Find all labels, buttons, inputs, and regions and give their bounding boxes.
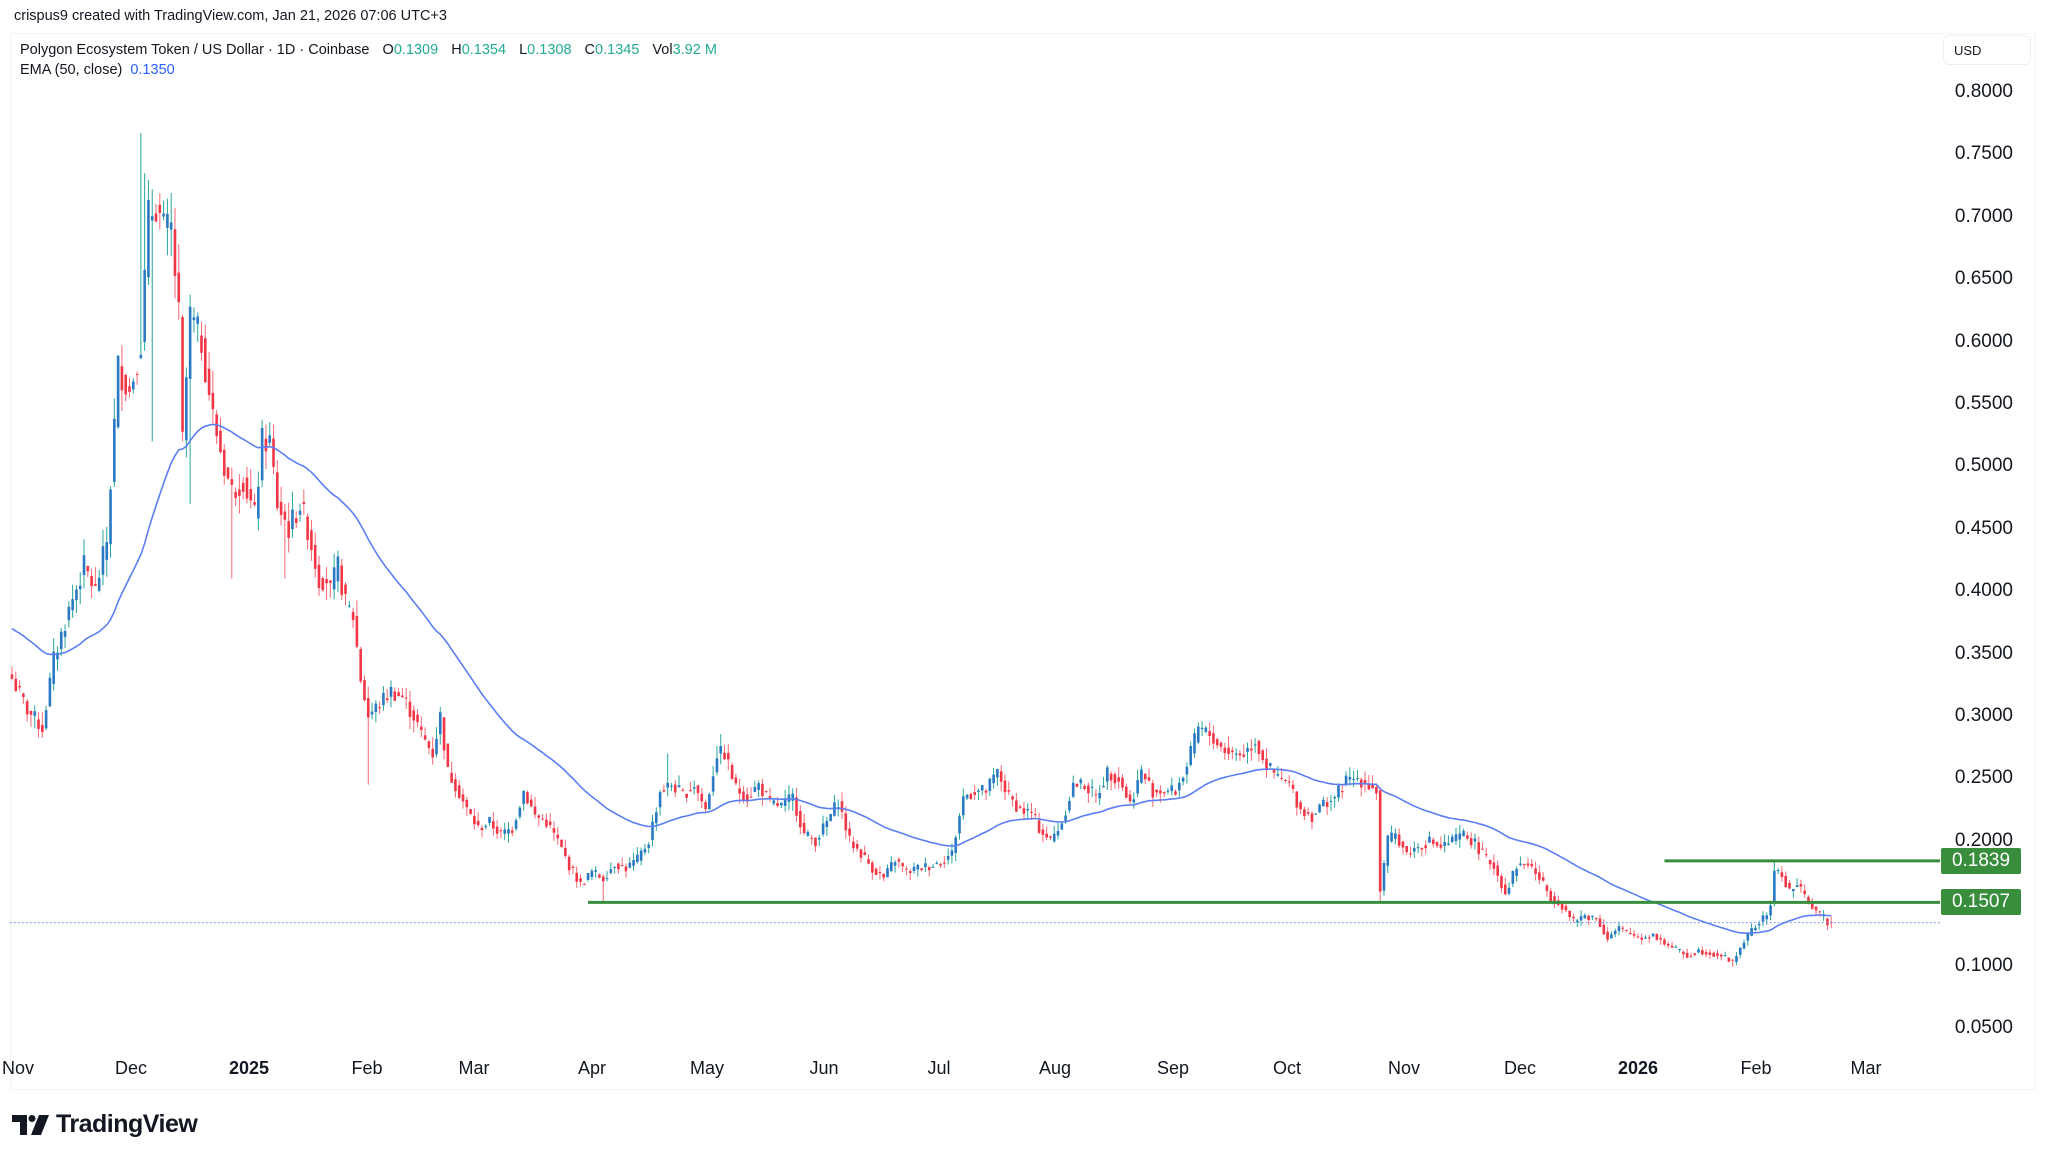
time-axis-label: Jul	[927, 1058, 951, 1078]
candles	[10, 133, 1833, 967]
time-axis-label: Mar	[458, 1058, 490, 1078]
tradingview-logo-icon	[12, 1114, 49, 1135]
price-axis-label: 0.0500	[1954, 1017, 2013, 1038]
time-axis-label: May	[689, 1058, 725, 1078]
volume-value: 3.92 M	[672, 42, 717, 58]
time-axis-label: Nov	[1, 1058, 35, 1078]
time-axis-label: Dec	[1503, 1058, 1537, 1078]
attribution-text: crispus9 created with TradingView.com, J…	[14, 8, 447, 24]
close-label: C	[584, 42, 596, 58]
ema-value: 0.1350	[130, 62, 175, 78]
symbol-title[interactable]: Polygon Ecosystem Token / US Dollar · 1D…	[20, 42, 370, 58]
time-axis-label: Nov	[1387, 1058, 1421, 1078]
tradingview-logo[interactable]: TradingView	[12, 1110, 198, 1139]
time-axis-label: 2025	[228, 1058, 270, 1078]
price-level-tag[interactable]: 0.1507	[1941, 889, 2021, 916]
price-axis-label: 0.2000	[1954, 829, 2013, 851]
indicator-row[interactable]: EMA (50, close) 0.1350	[20, 60, 717, 80]
price-axis-label: 0.3000	[1954, 705, 2013, 726]
open-label: O	[382, 42, 394, 58]
price-axis-label: 0.3500	[1954, 642, 2013, 664]
ema-label[interactable]: EMA (50, close)	[20, 62, 123, 78]
time-axis-label: Sep	[1156, 1058, 1190, 1078]
time-axis-label: Oct	[1272, 1058, 1302, 1078]
price-axis-label: 0.8000	[1954, 81, 2013, 102]
tradingview-logo-text: TradingView	[56, 1110, 198, 1138]
ema-line[interactable]	[11, 423, 1832, 935]
price-axis-label: 0.7500	[1954, 143, 2013, 165]
price-axis-label: 0.4000	[1954, 580, 2013, 602]
axis-divider	[10, 1089, 2036, 1090]
price-axis-label: 0.7000	[1954, 205, 2013, 227]
price-axis-label: 0.5000	[1954, 455, 2013, 477]
time-axis-label: Feb	[1740, 1058, 1772, 1078]
time-axis-label: Mar	[1850, 1058, 1882, 1078]
price-axis-label: 0.6500	[1954, 268, 2013, 290]
currency-button[interactable]: USD	[1943, 35, 2031, 65]
price-axis-label: 0.4500	[1954, 517, 2013, 539]
close-value: 0.1345	[595, 42, 640, 58]
time-axis-label: Aug	[1038, 1058, 1072, 1078]
high-label: H	[451, 42, 462, 58]
chart-legend: Polygon Ecosystem Token / US Dollar · 1D…	[20, 40, 717, 80]
time-axis-label: 2026	[1617, 1058, 1659, 1078]
price-level-tag[interactable]: 0.1839	[1941, 847, 2021, 874]
open-value: 0.1309	[393, 42, 439, 58]
high-value: 0.1354	[461, 42, 507, 58]
price-axis-label: 0.1000	[1954, 954, 2013, 976]
price-axis-label: 0.6000	[1954, 330, 2013, 352]
low-value: 0.1308	[527, 42, 572, 58]
low-label: L	[519, 42, 528, 58]
time-axis-label: Apr	[577, 1058, 607, 1078]
volume-label: Vol	[652, 42, 673, 58]
symbol-row: Polygon Ecosystem Token / US Dollar · 1D…	[20, 40, 717, 60]
time-axis-label: Feb	[351, 1058, 383, 1078]
time-axis-label: Dec	[114, 1058, 148, 1078]
price-axis-label: 0.5500	[1954, 393, 2013, 414]
price-axis-label: 0.2500	[1954, 767, 2013, 789]
time-axis-label: Jun	[809, 1058, 839, 1078]
